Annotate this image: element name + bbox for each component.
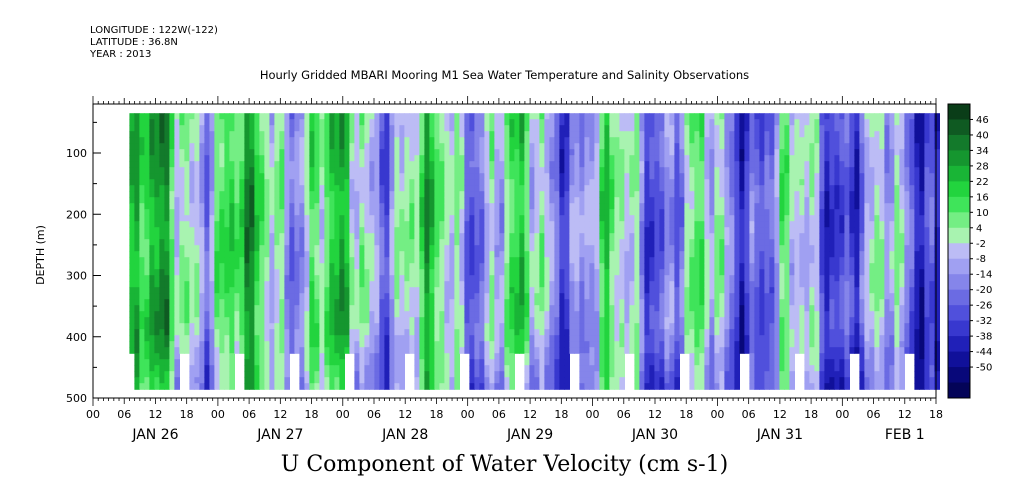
y-axis-label: DEPTH (m) bbox=[34, 225, 47, 285]
x-tick-label: 06 bbox=[867, 408, 881, 421]
x-tick-label: 00 bbox=[336, 408, 350, 421]
colorbar-label: -44 bbox=[976, 347, 992, 358]
day-label: FEB 1 bbox=[885, 427, 925, 443]
colorbar-label: 28 bbox=[976, 161, 989, 172]
day-label: JAN 27 bbox=[256, 427, 303, 443]
colorbar-label: 34 bbox=[976, 146, 989, 157]
x-tick-label: 00 bbox=[461, 408, 475, 421]
colorbar-swatch bbox=[948, 134, 970, 151]
colorbar-swatch bbox=[948, 367, 970, 384]
x-tick-label: 06 bbox=[617, 408, 631, 421]
x-tick-label: 06 bbox=[367, 408, 381, 421]
colorbar-swatch bbox=[948, 196, 970, 213]
y-tick-label: 100 bbox=[66, 147, 87, 160]
colorbar-label: -32 bbox=[976, 316, 992, 327]
x-tick-label: 18 bbox=[429, 408, 443, 421]
x-tick-label: 12 bbox=[398, 408, 412, 421]
colorbar-swatch bbox=[948, 165, 970, 182]
day-label: JAN 31 bbox=[756, 427, 803, 443]
y-tick-label: 500 bbox=[66, 392, 87, 405]
colorbar-label: 4 bbox=[976, 223, 982, 234]
colorbar-label: 46 bbox=[976, 115, 989, 126]
colorbar-swatch bbox=[948, 289, 970, 306]
x-tick-label: 00 bbox=[86, 408, 100, 421]
colorbar-swatch bbox=[948, 119, 970, 136]
latitude-label: LATITUDE : 36.8N bbox=[90, 37, 178, 48]
axes: 100 200 300 400 500 00 06 12 18 00 06 12 18 00 06 12 18 0… bbox=[66, 96, 943, 443]
x-tick-label: 12 bbox=[648, 408, 662, 421]
variable-title: U Component of Water Velocity (cm s-1) bbox=[280, 452, 729, 477]
colorbar-label: -26 bbox=[976, 301, 992, 312]
colorbar-label: -50 bbox=[976, 363, 992, 374]
day-label: JAN 28 bbox=[381, 427, 428, 443]
colorbar-swatch bbox=[948, 227, 970, 244]
x-tick-label: 12 bbox=[148, 408, 162, 421]
colorbar-label: -8 bbox=[976, 254, 986, 265]
colorbar-swatch bbox=[948, 181, 970, 198]
x-tick-label: 00 bbox=[835, 408, 849, 421]
x-tick-label: 06 bbox=[492, 408, 506, 421]
colorbar-label: 22 bbox=[976, 177, 989, 188]
colorbar-swatch bbox=[948, 150, 970, 167]
colorbar-swatch bbox=[948, 212, 970, 229]
x-tick-label: 18 bbox=[305, 408, 319, 421]
x-tick-label: 18 bbox=[679, 408, 693, 421]
colorbar-label: -38 bbox=[976, 332, 992, 343]
colorbar-swatch bbox=[948, 320, 970, 337]
colorbar-label: 40 bbox=[976, 130, 989, 141]
x-tick-label: 06 bbox=[242, 408, 256, 421]
x-tick-label: 18 bbox=[804, 408, 818, 421]
x-tick-label: 12 bbox=[898, 408, 912, 421]
y-tick-label: 200 bbox=[66, 208, 87, 221]
day-label: JAN 30 bbox=[631, 427, 678, 443]
day-label: JAN 26 bbox=[131, 427, 178, 443]
colorbar-swatch bbox=[948, 305, 970, 322]
x-tick-label: 12 bbox=[523, 408, 537, 421]
colorbar-swatch bbox=[948, 351, 970, 368]
colorbar-swatch bbox=[948, 274, 970, 291]
colorbar-swatch bbox=[948, 382, 970, 399]
x-tick-label: 06 bbox=[117, 408, 131, 421]
x-tick-label: 18 bbox=[180, 408, 194, 421]
colorbar-label: -14 bbox=[976, 270, 992, 281]
colorbar-label: -20 bbox=[976, 285, 992, 296]
longitude-label: LONGITUDE : 122W(-122) bbox=[90, 25, 218, 36]
chart-title: Hourly Gridded MBARI Mooring M1 Sea Wate… bbox=[259, 68, 750, 82]
x-tick-label: 18 bbox=[554, 408, 568, 421]
colorbar-swatch bbox=[948, 243, 970, 260]
colorbar-swatch bbox=[948, 336, 970, 353]
colorbar-swatch bbox=[948, 258, 970, 275]
x-tick-label: 00 bbox=[710, 408, 724, 421]
y-tick-label: 400 bbox=[66, 331, 87, 344]
x-tick-label: 12 bbox=[773, 408, 787, 421]
x-tick-label: 06 bbox=[742, 408, 756, 421]
x-tick-label: 18 bbox=[929, 408, 943, 421]
heatmap-field bbox=[129, 113, 940, 390]
year-label: YEAR : 2013 bbox=[90, 49, 152, 60]
day-label: JAN 29 bbox=[506, 427, 553, 443]
x-tick-label: 00 bbox=[586, 408, 600, 421]
x-tick-label: 00 bbox=[211, 408, 225, 421]
y-tick-label: 300 bbox=[66, 270, 87, 283]
colorbar-label: 10 bbox=[976, 208, 989, 219]
colorbar-label: 16 bbox=[976, 192, 989, 203]
colorbar-swatch bbox=[948, 104, 970, 120]
colorbar-label: -2 bbox=[976, 239, 986, 250]
colorbar: 46 40 34 28 22 16 10 4 -2 -8 -14 -20 -26 -32 -38 -44 -50 bbox=[947, 103, 992, 399]
x-tick-label: 12 bbox=[273, 408, 287, 421]
